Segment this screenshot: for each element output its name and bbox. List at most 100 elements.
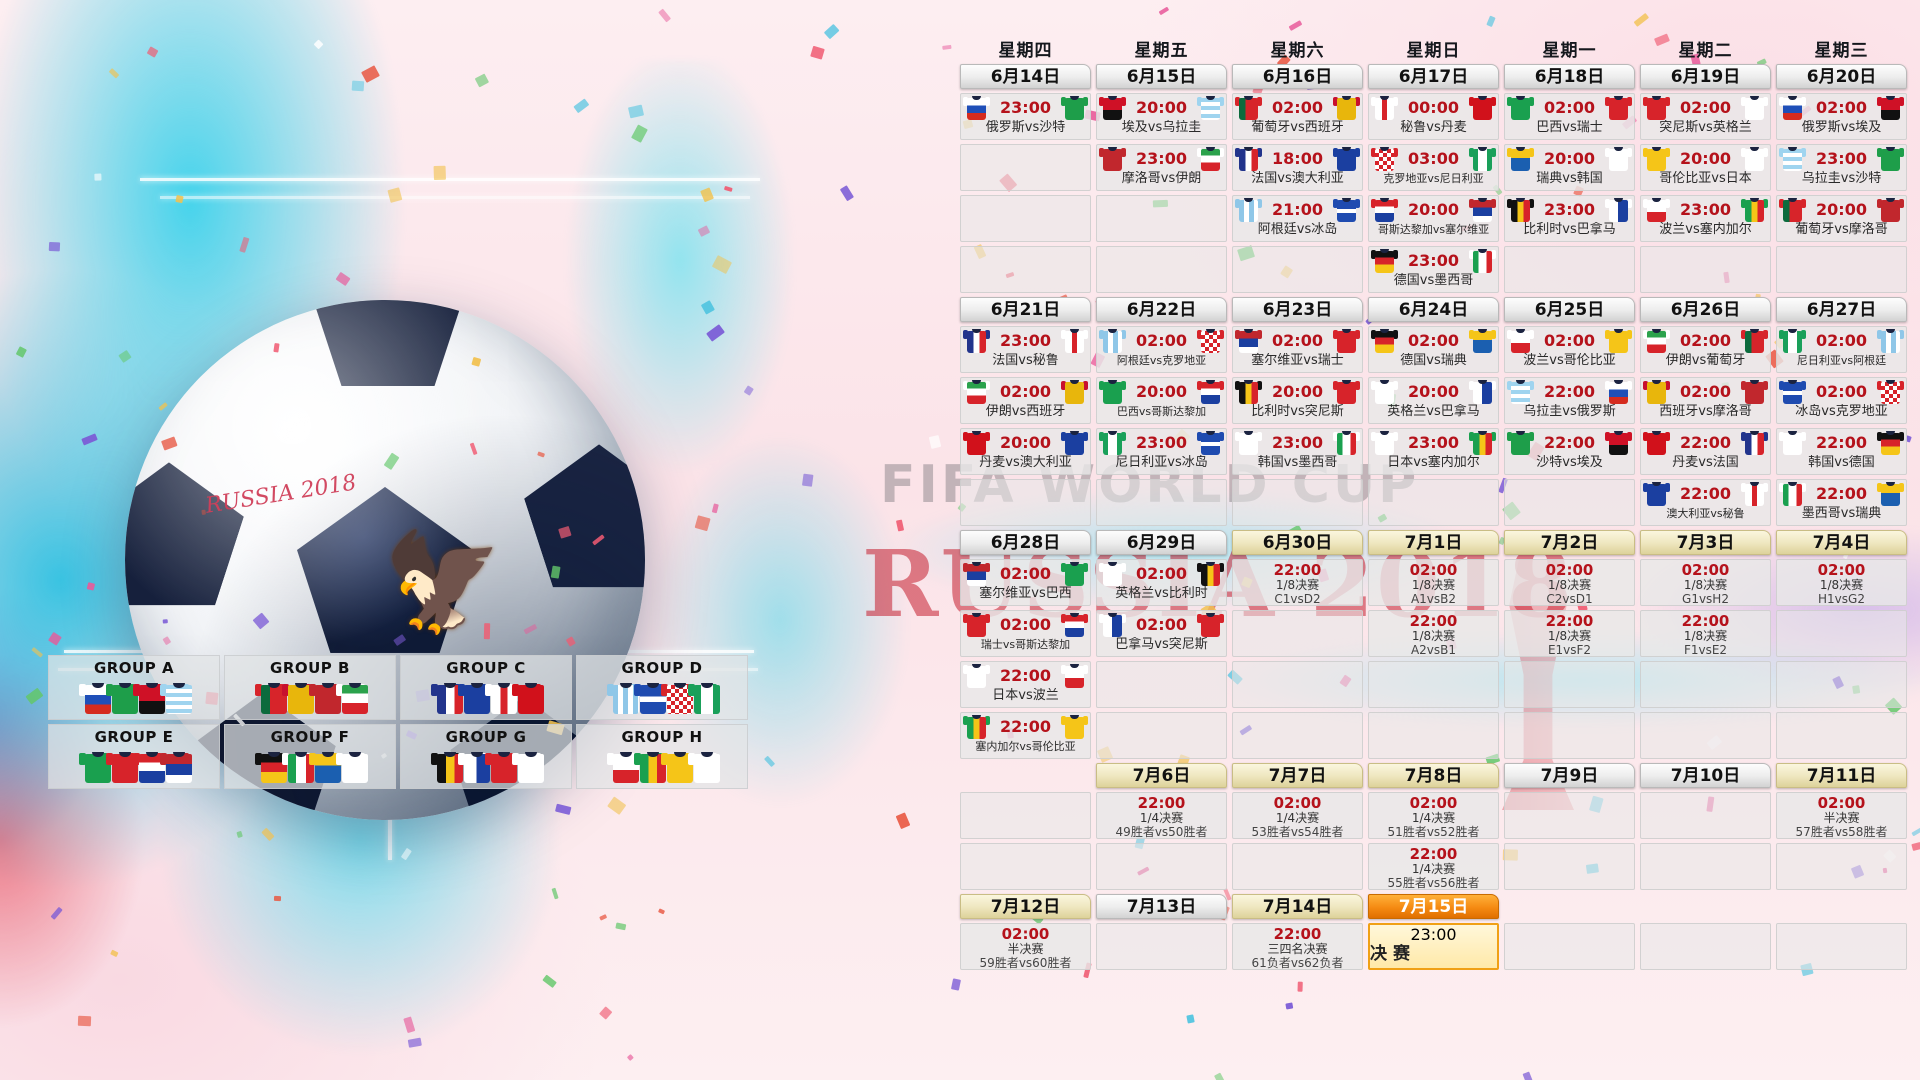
match-cell[interactable]: 02:00 塞尔维亚vs巴西	[960, 559, 1091, 606]
date-header[interactable]: 6月27日	[1776, 297, 1907, 322]
date-header[interactable]: 7月6日	[1096, 763, 1227, 788]
date-header[interactable]: 7月3日	[1640, 530, 1771, 555]
group-box[interactable]: GROUP C	[400, 655, 572, 720]
date-header[interactable]: 6月29日	[1096, 530, 1227, 555]
date-header[interactable]: 6月30日	[1232, 530, 1363, 555]
knockout-match-cell[interactable]: 22:00 1/4决赛 55胜者vs56胜者	[1368, 843, 1499, 890]
date-header[interactable]: 6月21日	[960, 297, 1091, 322]
match-cell[interactable]: 03:00 克罗地亚vs尼日利亚	[1368, 144, 1499, 191]
match-cell[interactable]: 22:00 丹麦vs法国	[1640, 428, 1771, 475]
date-header[interactable]: 6月17日	[1368, 64, 1499, 89]
date-header[interactable]: 7月7日	[1232, 763, 1363, 788]
date-header[interactable]: 6月23日	[1232, 297, 1363, 322]
date-header[interactable]: 7月13日	[1096, 894, 1227, 919]
date-header[interactable]: 6月18日	[1504, 64, 1635, 89]
match-cell[interactable]: 22:00 沙特vs埃及	[1504, 428, 1635, 475]
match-cell[interactable]: 23:00 波兰vs塞内加尔	[1640, 195, 1771, 242]
date-header[interactable]: 6月16日	[1232, 64, 1363, 89]
match-cell[interactable]: 02:00 俄罗斯vs埃及	[1776, 93, 1907, 140]
match-cell[interactable]: 02:00 冰岛vs克罗地亚	[1776, 377, 1907, 424]
match-cell[interactable]: 20:00 比利时vs突尼斯	[1232, 377, 1363, 424]
date-header[interactable]: 6月19日	[1640, 64, 1771, 89]
match-cell[interactable]: 02:00 波兰vs哥伦比亚	[1504, 326, 1635, 373]
date-header[interactable]: 6月20日	[1776, 64, 1907, 89]
knockout-match-cell[interactable]: 22:00 三四名决赛 61负者vs62负者	[1232, 923, 1363, 970]
group-box[interactable]: GROUP E	[48, 724, 220, 789]
date-header[interactable]: 7月14日	[1232, 894, 1363, 919]
match-cell[interactable]: 20:00 瑞典vs韩国	[1504, 144, 1635, 191]
match-cell[interactable]: 22:00 韩国vs德国	[1776, 428, 1907, 475]
match-cell[interactable]: 20:00 英格兰vs巴拿马	[1368, 377, 1499, 424]
match-cell[interactable]: 02:00 伊朗vs葡萄牙	[1640, 326, 1771, 373]
match-cell[interactable]: 21:00 阿根廷vs冰岛	[1232, 195, 1363, 242]
match-cell[interactable]: 02:00 尼日利亚vs阿根廷	[1776, 326, 1907, 373]
match-cell[interactable]: 20:00 葡萄牙vs摩洛哥	[1776, 195, 1907, 242]
knockout-match-cell[interactable]: 02:00 半决赛 57胜者vs58胜者	[1776, 792, 1907, 839]
date-header[interactable]: 6月26日	[1640, 297, 1771, 322]
match-cell[interactable]: 02:00 巴西vs瑞士	[1504, 93, 1635, 140]
match-cell[interactable]: 23:00 摩洛哥vs伊朗	[1096, 144, 1227, 191]
knockout-match-cell[interactable]: 22:00 1/8决赛 C1vsD2	[1232, 559, 1363, 606]
match-cell[interactable]: 23:00 尼日利亚vs冰岛	[1096, 428, 1227, 475]
knockout-match-cell[interactable]: 22:00 1/8决赛 E1vsF2	[1504, 610, 1635, 657]
date-header[interactable]: 7月11日	[1776, 763, 1907, 788]
match-cell[interactable]: 18:00 法国vs澳大利亚	[1232, 144, 1363, 191]
date-header[interactable]: 6月14日	[960, 64, 1091, 89]
match-cell[interactable]: 02:00 葡萄牙vs西班牙	[1232, 93, 1363, 140]
match-cell[interactable]: 23:00 法国vs秘鲁	[960, 326, 1091, 373]
date-header[interactable]: 7月1日	[1368, 530, 1499, 555]
match-cell[interactable]: 02:00 德国vs瑞典	[1368, 326, 1499, 373]
knockout-match-cell[interactable]: 02:00 1/8决赛 G1vsH2	[1640, 559, 1771, 606]
date-header[interactable]: 7月12日	[960, 894, 1091, 919]
match-cell[interactable]: 22:00 澳大利亚vs秘鲁	[1640, 479, 1771, 526]
date-header[interactable]: 6月15日	[1096, 64, 1227, 89]
date-header[interactable]: 7月9日	[1504, 763, 1635, 788]
match-cell[interactable]: 02:00 英格兰vs比利时	[1096, 559, 1227, 606]
date-header[interactable]: 6月24日	[1368, 297, 1499, 322]
date-header[interactable]: 7月8日	[1368, 763, 1499, 788]
match-cell[interactable]: 22:00 墨西哥vs瑞典	[1776, 479, 1907, 526]
knockout-match-cell[interactable]: 22:00 1/8决赛 A2vsB1	[1368, 610, 1499, 657]
date-header[interactable]: 7月2日	[1504, 530, 1635, 555]
date-header[interactable]: 7月4日	[1776, 530, 1907, 555]
match-cell[interactable]: 02:00 巴拿马vs突尼斯	[1096, 610, 1227, 657]
date-header[interactable]: 7月10日	[1640, 763, 1771, 788]
knockout-match-cell[interactable]: 02:00 1/8决赛 H1vsG2	[1776, 559, 1907, 606]
match-cell[interactable]: 02:00 伊朗vs西班牙	[960, 377, 1091, 424]
group-box[interactable]: GROUP G	[400, 724, 572, 789]
group-box[interactable]: GROUP F	[224, 724, 396, 789]
match-cell[interactable]: 02:00 塞尔维亚vs瑞士	[1232, 326, 1363, 373]
knockout-match-cell[interactable]: 02:00 半决赛 59胜者vs60胜者	[960, 923, 1091, 970]
match-cell[interactable]: 02:00 突尼斯vs英格兰	[1640, 93, 1771, 140]
match-cell[interactable]: 23:00 德国vs墨西哥	[1368, 246, 1499, 293]
date-header[interactable]: 6月28日	[960, 530, 1091, 555]
match-cell[interactable]: 02:00 西班牙vs摩洛哥	[1640, 377, 1771, 424]
knockout-match-cell[interactable]: 22:00 1/4决赛 49胜者vs50胜者	[1096, 792, 1227, 839]
match-cell[interactable]: 20:00 埃及vs乌拉圭	[1096, 93, 1227, 140]
match-cell[interactable]: 02:00 瑞士vs哥斯达黎加	[960, 610, 1091, 657]
match-cell[interactable]: 23:00 乌拉圭vs沙特	[1776, 144, 1907, 191]
match-cell[interactable]: 20:00 丹麦vs澳大利亚	[960, 428, 1091, 475]
match-cell[interactable]: 00:00 秘鲁vs丹麦	[1368, 93, 1499, 140]
match-cell[interactable]: 23:00 俄罗斯vs沙特	[960, 93, 1091, 140]
knockout-match-cell[interactable]: 02:00 1/4决赛 51胜者vs52胜者	[1368, 792, 1499, 839]
match-cell[interactable]: 22:00 塞内加尔vs哥伦比亚	[960, 712, 1091, 759]
match-cell[interactable]: 22:00 乌拉圭vs俄罗斯	[1504, 377, 1635, 424]
knockout-match-cell[interactable]: 22:00 1/8决赛 F1vsE2	[1640, 610, 1771, 657]
knockout-match-cell[interactable]: 02:00 1/8决赛 C2vsD1	[1504, 559, 1635, 606]
group-box[interactable]: GROUP H	[576, 724, 748, 789]
final-match-cell[interactable]: 23:00 决赛	[1368, 923, 1499, 970]
date-header[interactable]: 7月15日	[1368, 894, 1499, 919]
match-cell[interactable]: 20:00 哥斯达黎加vs塞尔维亚	[1368, 195, 1499, 242]
knockout-match-cell[interactable]: 02:00 1/4决赛 53胜者vs54胜者	[1232, 792, 1363, 839]
match-cell[interactable]: 23:00 日本vs塞内加尔	[1368, 428, 1499, 475]
match-cell[interactable]: 20:00 巴西vs哥斯达黎加	[1096, 377, 1227, 424]
match-cell[interactable]: 20:00 哥伦比亚vs日本	[1640, 144, 1771, 191]
match-cell[interactable]: 02:00 阿根廷vs克罗地亚	[1096, 326, 1227, 373]
match-cell[interactable]: 23:00 比利时vs巴拿马	[1504, 195, 1635, 242]
match-cell[interactable]: 23:00 韩国vs墨西哥	[1232, 428, 1363, 475]
group-box[interactable]: GROUP D	[576, 655, 748, 720]
knockout-match-cell[interactable]: 02:00 1/8决赛 A1vsB2	[1368, 559, 1499, 606]
date-header[interactable]: 6月25日	[1504, 297, 1635, 322]
match-cell[interactable]: 22:00 日本vs波兰	[960, 661, 1091, 708]
